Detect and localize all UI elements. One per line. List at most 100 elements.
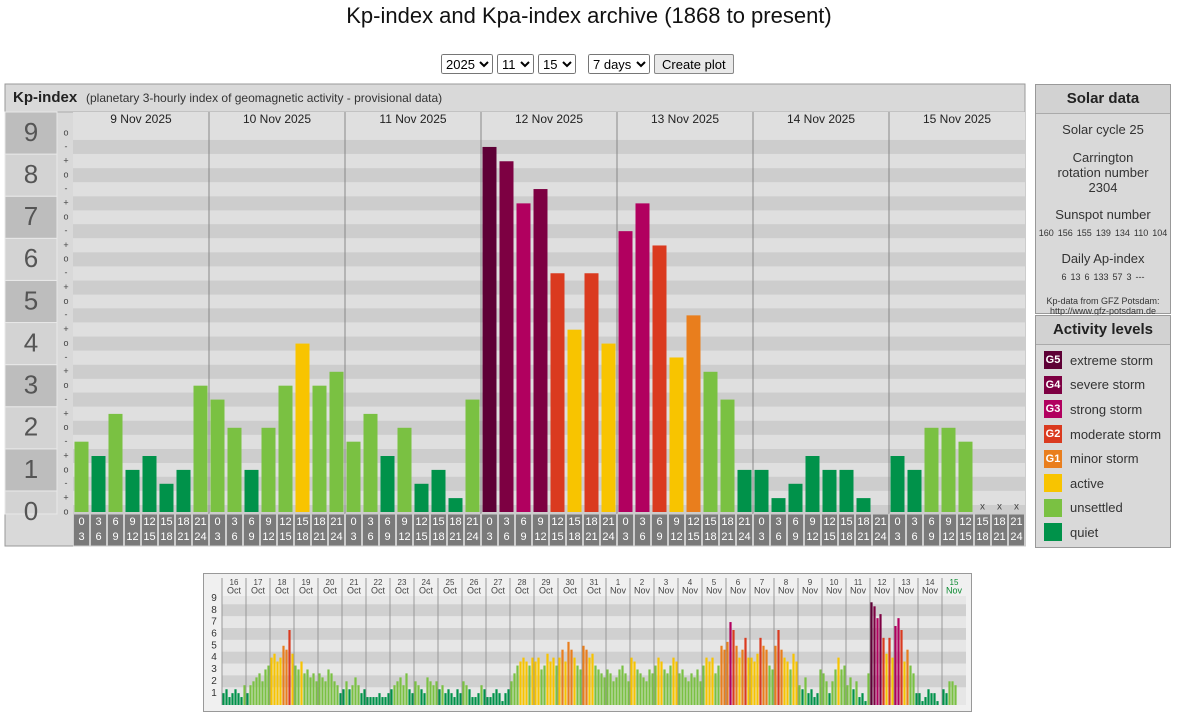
bar <box>612 681 615 705</box>
solar-cycle: Solar cycle 25 <box>1062 122 1144 137</box>
hour-cell <box>430 513 447 547</box>
hour-cell <box>770 513 787 547</box>
y-tick-label: 6 <box>211 629 217 640</box>
legend-item: G2 moderate storm <box>1036 422 1170 447</box>
period-select[interactable]: 7 days <box>588 54 650 74</box>
legend-item: active <box>1036 471 1170 496</box>
legend-label: severe storm <box>1070 377 1146 393</box>
day-select[interactable]: 15 <box>538 54 576 74</box>
bar <box>777 630 780 705</box>
hour-label: 18 <box>721 516 733 528</box>
bar <box>921 701 924 705</box>
hour-label: 3 <box>758 531 764 543</box>
bar <box>234 689 237 705</box>
hour-cell <box>804 513 821 547</box>
create-plot-button[interactable]: Create plot <box>654 54 734 74</box>
y-subtick-label: - <box>65 436 68 446</box>
bar <box>397 427 412 512</box>
bar <box>798 685 801 705</box>
grid-band <box>73 448 1025 464</box>
bar <box>759 637 762 705</box>
bar <box>125 469 140 512</box>
bar <box>771 669 774 705</box>
bar <box>246 693 249 705</box>
hour-label: 18 <box>993 516 1005 528</box>
hour-cell <box>243 513 260 547</box>
ap-values: 6 13 6 133 57 3 --- <box>1036 272 1170 282</box>
bar <box>390 689 393 705</box>
y-subtick-label: + <box>63 198 68 208</box>
bar <box>342 689 345 705</box>
hour-label: 18 <box>296 531 308 543</box>
bar <box>282 645 285 705</box>
ap-value: 3 <box>1126 272 1132 282</box>
bar <box>813 697 816 705</box>
hour-label: 9 <box>248 531 254 543</box>
credit: Kp-data from GFZ Potsdam: http://www.gfz-… <box>1036 296 1170 316</box>
bar <box>714 673 717 705</box>
hour-label: 6 <box>928 516 934 528</box>
hour-label: 6 <box>656 516 662 528</box>
bar <box>843 665 846 705</box>
hour-label: 15 <box>704 516 716 528</box>
bar <box>669 357 684 512</box>
bar <box>885 653 888 705</box>
bar <box>227 427 242 512</box>
bar <box>507 689 510 705</box>
hour-cell <box>396 513 413 547</box>
month-select[interactable]: 11 <box>497 54 534 74</box>
bar <box>465 399 480 512</box>
bar <box>549 661 552 705</box>
bar <box>708 661 711 705</box>
bar <box>142 456 157 512</box>
bar <box>609 673 612 705</box>
chart-subtitle: (planetary 3-hourly index of geomagnetic… <box>86 91 442 105</box>
bar <box>366 697 369 705</box>
day-label: 11 <box>854 578 863 587</box>
bar <box>258 673 261 705</box>
hour-cell <box>260 513 277 547</box>
bar <box>537 657 540 705</box>
hour-label: 15 <box>160 516 172 528</box>
sunspot-value: 139 <box>1095 228 1111 238</box>
hour-label: 6 <box>367 531 373 543</box>
y-tick-cell <box>4 153 58 197</box>
bar <box>672 657 675 705</box>
bar <box>255 677 258 705</box>
sunspot-value: 110 <box>1133 228 1149 238</box>
y-tick-label: 7 <box>24 201 38 231</box>
hour-label: 9 <box>792 531 798 543</box>
hour-label: 3 <box>78 531 84 543</box>
y-tick-cell <box>4 364 58 408</box>
hour-label: 21 <box>194 516 206 528</box>
bar <box>444 693 447 705</box>
hour-label: 6 <box>95 531 101 543</box>
bar <box>423 693 426 705</box>
bar <box>381 697 384 705</box>
hour-label: 0 <box>486 516 492 528</box>
hour-label: 15 <box>568 516 580 528</box>
month-label: Oct <box>515 585 530 595</box>
bar <box>249 685 252 705</box>
bar <box>924 697 927 705</box>
solar-data-panel: Solar data Solar cycle 25 Carrington rot… <box>1035 84 1171 316</box>
bar <box>231 693 234 705</box>
year-select[interactable]: 2025 <box>441 54 493 74</box>
bar <box>783 657 786 705</box>
month-label: Oct <box>251 585 266 595</box>
y-subtick-label: + <box>63 324 68 334</box>
day-label: 20 <box>326 578 335 587</box>
bar <box>858 697 861 705</box>
bar <box>636 669 639 705</box>
bar <box>315 681 318 705</box>
bar <box>810 689 813 705</box>
bar <box>345 681 348 705</box>
bar <box>867 673 870 705</box>
day-label: 17 <box>254 578 263 587</box>
hour-label: 3 <box>350 531 356 543</box>
bar <box>483 689 486 705</box>
bar <box>550 273 565 512</box>
bar <box>387 693 390 705</box>
bar <box>330 673 333 705</box>
